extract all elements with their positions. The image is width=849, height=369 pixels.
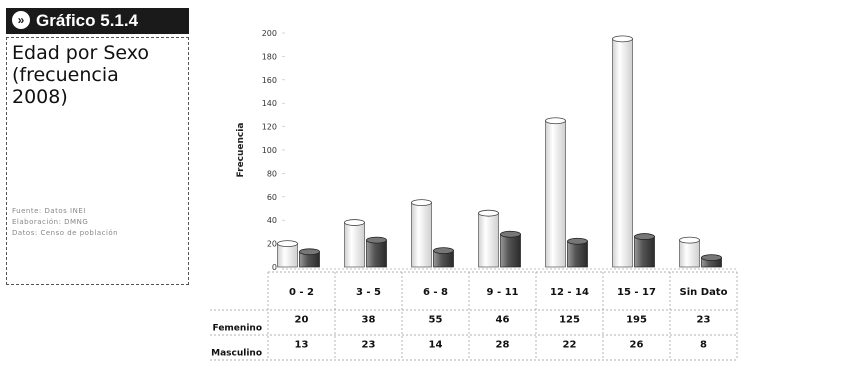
bar-top xyxy=(366,236,387,244)
bar-femenino xyxy=(411,199,432,268)
data-label: 14 xyxy=(429,340,443,351)
legend-series-name: Masculino xyxy=(211,349,262,359)
x-category-label: Sin Dato xyxy=(680,287,728,298)
chart-number-badge: » Gráfico 5.1.4 xyxy=(6,8,189,34)
y-tick-label: 100 xyxy=(262,146,277,155)
double-chevron-right-icon: » xyxy=(12,10,30,29)
bar-body xyxy=(634,236,655,268)
chart-title-line: 2008) xyxy=(12,86,68,108)
bar-top xyxy=(478,209,499,217)
data-label: 125 xyxy=(559,315,580,326)
chart-title-line: (frecuencia xyxy=(12,64,119,86)
bar-masculino xyxy=(567,237,588,268)
bar-femenino xyxy=(478,209,499,268)
bar-top xyxy=(344,219,365,226)
y-tick-label: 120 xyxy=(262,123,277,132)
chart-number-label: Gráfico 5.1.4 xyxy=(36,11,139,30)
chart-source-note: Fuente: Datos INEI Elaboración: DMNG Dat… xyxy=(12,206,184,239)
bar-body xyxy=(411,202,432,268)
bar-body xyxy=(545,120,566,268)
y-tick-label: 200 xyxy=(262,29,277,38)
bar-femenino xyxy=(679,236,700,268)
chart-info-box: Edad por Sexo (frecuencia 2008) Fuente: … xyxy=(6,37,189,285)
data-label: 23 xyxy=(697,315,711,326)
x-category-label: 15 - 17 xyxy=(617,287,656,298)
bar-body xyxy=(277,243,298,268)
x-category-label: 9 - 11 xyxy=(487,287,519,298)
bar-femenino xyxy=(344,219,365,268)
bar-masculino xyxy=(433,247,454,268)
bar-body xyxy=(478,212,499,268)
bar-top xyxy=(612,35,633,43)
legend-series-name: Femenino xyxy=(213,324,262,334)
chart-title: Edad por Sexo (frecuencia 2008) xyxy=(12,42,184,108)
y-tick-label: 0 xyxy=(272,263,277,272)
y-tick-label: 160 xyxy=(262,76,277,85)
bar-masculino xyxy=(634,233,655,268)
bar-masculino xyxy=(366,236,387,268)
bar-top xyxy=(567,237,588,245)
x-category-label: 0 - 2 xyxy=(289,287,314,298)
y-tick-label: 40 xyxy=(267,216,277,225)
data-label: 8 xyxy=(700,340,707,351)
bar-masculino xyxy=(701,254,722,268)
y-tick-label: 180 xyxy=(262,52,277,61)
bar-body xyxy=(344,222,365,268)
bar-body xyxy=(366,239,387,268)
bar-body xyxy=(612,38,633,268)
bar-body xyxy=(567,240,588,268)
bar-femenino xyxy=(612,35,633,268)
y-tick-label: 20 xyxy=(267,240,277,249)
data-label: 20 xyxy=(295,315,309,326)
data-label: 23 xyxy=(362,340,376,351)
x-category-label: 6 - 8 xyxy=(423,287,448,298)
bar-femenino xyxy=(277,240,298,268)
bar-top xyxy=(411,199,432,207)
bar-top xyxy=(701,254,722,262)
source-line: Elaboración: DMNG xyxy=(12,218,89,226)
data-label: 46 xyxy=(496,315,510,326)
bar-body xyxy=(500,233,521,268)
y-tick-label: 140 xyxy=(262,99,277,108)
bar-top xyxy=(634,233,655,240)
chart-title-line: Edad por Sexo xyxy=(12,42,150,64)
data-label: 13 xyxy=(295,340,309,351)
bar-top xyxy=(500,230,521,238)
data-label: 22 xyxy=(563,340,577,351)
data-label: 195 xyxy=(626,315,647,326)
data-label: 28 xyxy=(496,340,510,351)
bar-masculino xyxy=(299,248,320,268)
y-axis-label: Frecuencia xyxy=(236,123,246,178)
data-label: 26 xyxy=(630,340,644,351)
bar-top xyxy=(277,240,298,248)
bar-masculino xyxy=(500,230,521,268)
x-category-label: 12 - 14 xyxy=(550,287,589,298)
data-label: 55 xyxy=(429,315,443,326)
bar-top xyxy=(545,117,566,125)
bar-top xyxy=(679,236,700,244)
bar-femenino xyxy=(545,117,566,268)
y-tick-label: 80 xyxy=(267,169,277,178)
bar-top xyxy=(433,247,454,255)
x-category-label: 3 - 5 xyxy=(356,287,381,298)
y-tick-label: 60 xyxy=(267,193,277,202)
source-line: Datos: Censo de población xyxy=(12,229,119,237)
bar-body xyxy=(679,239,700,268)
data-label: 38 xyxy=(362,315,376,326)
source-line: Fuente: Datos INEI xyxy=(12,207,86,215)
bar-top xyxy=(299,248,320,256)
